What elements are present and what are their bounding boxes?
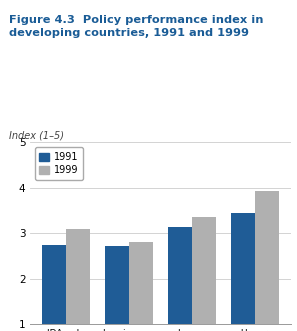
Bar [168, 226, 192, 331]
Bar [129, 242, 153, 331]
Bar [105, 246, 129, 331]
Text: Index (1–5): Index (1–5) [9, 131, 64, 141]
Bar [66, 229, 90, 331]
Legend: 1991, 1999: 1991, 1999 [34, 147, 83, 180]
Text: Figure 4.3  Policy performance index in: Figure 4.3 Policy performance index in [9, 15, 263, 25]
Text: developing countries, 1991 and 1999: developing countries, 1991 and 1999 [9, 28, 249, 38]
Bar [192, 217, 216, 331]
Bar [255, 191, 279, 331]
Bar [42, 245, 66, 331]
Bar [231, 213, 255, 331]
